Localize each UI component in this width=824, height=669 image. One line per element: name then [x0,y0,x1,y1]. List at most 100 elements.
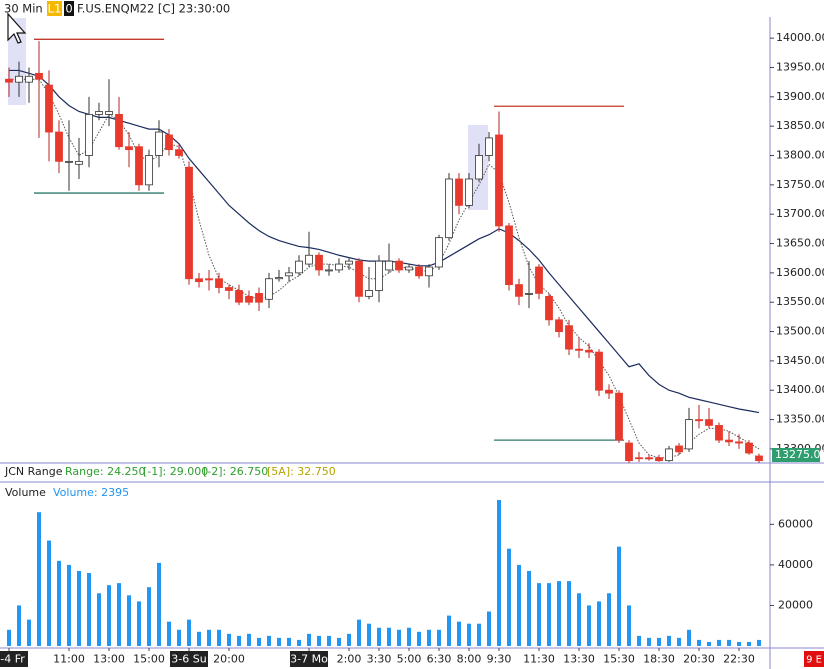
x-tick-label: 13:30 [563,653,595,666]
candle-body [675,445,683,453]
x-tick-label: 8:00 [457,653,482,666]
y-tick-label: 14000.00 [776,31,824,44]
candle-body [755,455,763,462]
price-pane [5,38,763,463]
x-tick-label: 15:00 [133,653,165,666]
candle-body [345,260,353,265]
volume-bar [357,619,361,646]
candle-body [255,293,263,303]
x-tick-label: 5:00 [397,653,422,666]
candle-body [695,419,703,422]
candle-body [605,389,613,394]
volume-bar [337,637,341,646]
candle-body [375,260,383,291]
volume-bar [397,629,401,646]
volume-bar [447,615,451,646]
candle-body [115,114,123,148]
candle-body [485,137,493,156]
candle-body [505,225,513,286]
candle-body [75,160,83,165]
candle-body [685,419,693,450]
x-tick-label: 11:30 [523,653,555,666]
volume-bar [257,637,261,646]
volume-bar [157,562,161,646]
indicator-value: [-2]: 26.750 [203,465,268,478]
volume-bar [377,627,381,646]
volume-bar [197,631,201,646]
volume-bar [367,623,371,646]
volume-bar [467,623,471,646]
candle-body [725,439,733,443]
y-tick-label: 20000 [778,598,813,611]
candle-body [525,293,533,295]
y-tick-label: 13950.00 [776,60,824,73]
volume-bar [717,639,721,646]
volume-bar [677,637,681,646]
candle-body [395,260,403,271]
volume-bar [637,635,641,646]
y-tick-label: 60000 [778,517,813,530]
y-tick-label: 13600.00 [776,266,824,279]
candle-body [535,266,543,294]
candle-body [705,419,713,426]
y-tick-label: 13750.00 [776,178,824,191]
x-tick-label: 3-4 Fr [0,653,25,666]
volume-bar [607,593,611,646]
candle-body [655,457,663,462]
candle-body [85,114,93,156]
candle-body [475,155,483,180]
candle-body [195,278,203,283]
volume-bar [627,605,631,646]
volume-bar [147,587,151,646]
moving-average [9,69,760,414]
volume-bar [737,641,741,646]
candle-body [145,155,153,186]
y-tick-label: 13850.00 [776,119,824,132]
volume-bar [597,601,601,646]
candle-body [325,269,333,272]
candle-body [665,448,673,462]
volume-bar [497,500,501,646]
candle-body [625,442,633,462]
volume-bar [457,621,461,646]
volume-bar [507,548,511,646]
volume-bar [247,633,251,646]
candle-body [465,178,473,206]
volume-bar [57,560,61,646]
y-tick-label: 13400.00 [776,383,824,396]
corner-badge: 9 E [806,655,822,666]
candle-body [385,260,393,271]
indicator-value: Range: 24.250 [65,465,146,478]
count: 0 [65,2,72,16]
volume-bar [327,635,331,646]
volume-bar [297,639,301,646]
volume-bar [567,581,571,646]
x-tick-label: 13:00 [93,653,125,666]
volume-bar [67,564,71,646]
volume-bar [177,629,181,646]
volume-bar [697,639,701,646]
volume-bar [287,637,291,646]
volume-bar [97,593,101,646]
badge-bg [47,1,62,16]
volume-bar [307,633,311,646]
day-label-bg [0,651,28,667]
last-price: 13275.00 [775,448,824,461]
volume-bar [667,635,671,646]
volume-bar [537,583,541,646]
volume-bar [227,633,231,646]
candle-body [285,272,293,277]
symbol: F.US.ENQM22 [C] 23:30:00 [77,2,230,16]
volume-bar [547,583,551,646]
candle-body [405,266,413,271]
volume-bar [657,637,661,646]
candle-body [305,254,313,265]
volume-bar [517,564,521,646]
x-tick-label: 15:30 [603,653,635,666]
volume-bar [577,593,581,646]
y-tick-label: 13650.00 [776,237,824,250]
candle-body [315,254,323,271]
highlight-zone [8,18,26,105]
candle-body [245,295,253,303]
volume-bar [127,595,131,646]
